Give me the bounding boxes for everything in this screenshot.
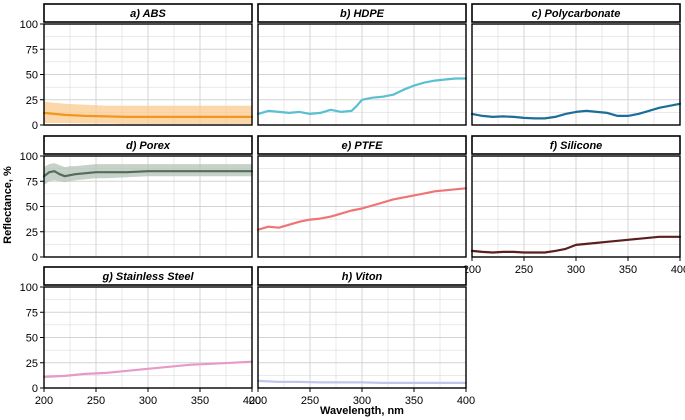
y-tick-label: 100 (20, 19, 38, 31)
y-tick-label: 75 (26, 44, 38, 56)
y-tick-label: 100 (20, 282, 38, 294)
x-axis-title: Wavelength, nm (320, 405, 404, 417)
panel-abs: a) ABS 0 25 50 75 100 (20, 3, 254, 132)
panel-stainless-steel: g) Stainless Steel 0 25 50 75 100 200 250 300 350… (20, 266, 261, 407)
x-tick-label: 250 (301, 395, 319, 407)
panel-title: f) Silicone (550, 140, 603, 152)
panel-border (257, 155, 467, 258)
series-line (42, 360, 254, 378)
strip-box (257, 266, 467, 286)
panel-ptfe: e) PTFE (256, 135, 468, 258)
y-tick-label: 0 (32, 120, 38, 132)
x-tick-label: 300 (139, 395, 157, 407)
panel-viton: h) Viton 200 250 300 350 400 (249, 266, 475, 407)
panel-hdpe: b) HDPE (256, 3, 468, 126)
panel-porex: d) Porex 0 25 50 75 100 (20, 135, 254, 264)
x-tick-label: 350 (191, 395, 209, 407)
x-tick-label: 400 (671, 264, 685, 276)
y-tick-label: 25 (26, 227, 38, 239)
panel-title: a) ABS (130, 8, 166, 20)
panel-title: e) PTFE (342, 140, 384, 152)
x-tick-label: 400 (243, 395, 261, 407)
y-tick-label: 50 (26, 333, 38, 345)
panel-title: g) Stainless Steel (101, 271, 194, 283)
x-tick-label: 250 (515, 264, 533, 276)
strip-box (257, 135, 467, 155)
series-line (256, 77, 468, 116)
x-tick-label: 200 (35, 395, 53, 407)
strip-box (43, 266, 253, 286)
series-line (256, 379, 468, 384)
x-tick-label: 300 (567, 264, 585, 276)
uncertainty-band (44, 101, 252, 124)
panel-grid: a) ABS 0 25 50 75 100 b) HDPE c) Polycarbonate d… (20, 3, 685, 407)
y-tick-label: 75 (26, 307, 38, 319)
x-tick-label: 250 (87, 395, 105, 407)
x-tick-label: 350 (405, 395, 423, 407)
panel-title: b) HDPE (340, 8, 385, 20)
panel-border (257, 23, 467, 126)
strip-box (43, 135, 253, 155)
y-tick-label: 50 (26, 202, 38, 214)
panel-silicone: f) Silicone 200 250 300 350 400 (463, 135, 685, 276)
strip-box (257, 3, 467, 23)
x-tick-label: 300 (353, 395, 371, 407)
series-line (470, 235, 682, 254)
y-axis-title: Reflectance, % (2, 166, 14, 244)
series-line (256, 187, 468, 231)
y-tick-label: 75 (26, 176, 38, 188)
strip-box (43, 3, 253, 23)
panel-border (471, 23, 681, 126)
panel-title: h) Viton (342, 271, 383, 283)
y-tick-label: 0 (32, 252, 38, 264)
panel-polycarbonate: c) Polycarbonate (470, 3, 682, 126)
uncertainty-band (44, 163, 252, 186)
y-tick-label: 25 (26, 95, 38, 107)
x-tick-label: 400 (457, 395, 475, 407)
y-tick-label: 100 (20, 151, 38, 163)
y-tick-label: 50 (26, 70, 38, 82)
x-tick-label: 350 (619, 264, 637, 276)
series-line (470, 102, 682, 120)
strip-box (471, 135, 681, 155)
x-tick-label: 200 (463, 264, 481, 276)
strip-box (471, 3, 681, 23)
y-tick-label: 25 (26, 358, 38, 370)
x-tick-label: 200 (249, 395, 267, 407)
y-tick-label: 0 (32, 383, 38, 395)
series-line (42, 170, 254, 178)
series-line (42, 111, 254, 119)
panel-title: c) Polycarbonate (532, 8, 621, 20)
panel-title: d) Porex (126, 140, 171, 152)
